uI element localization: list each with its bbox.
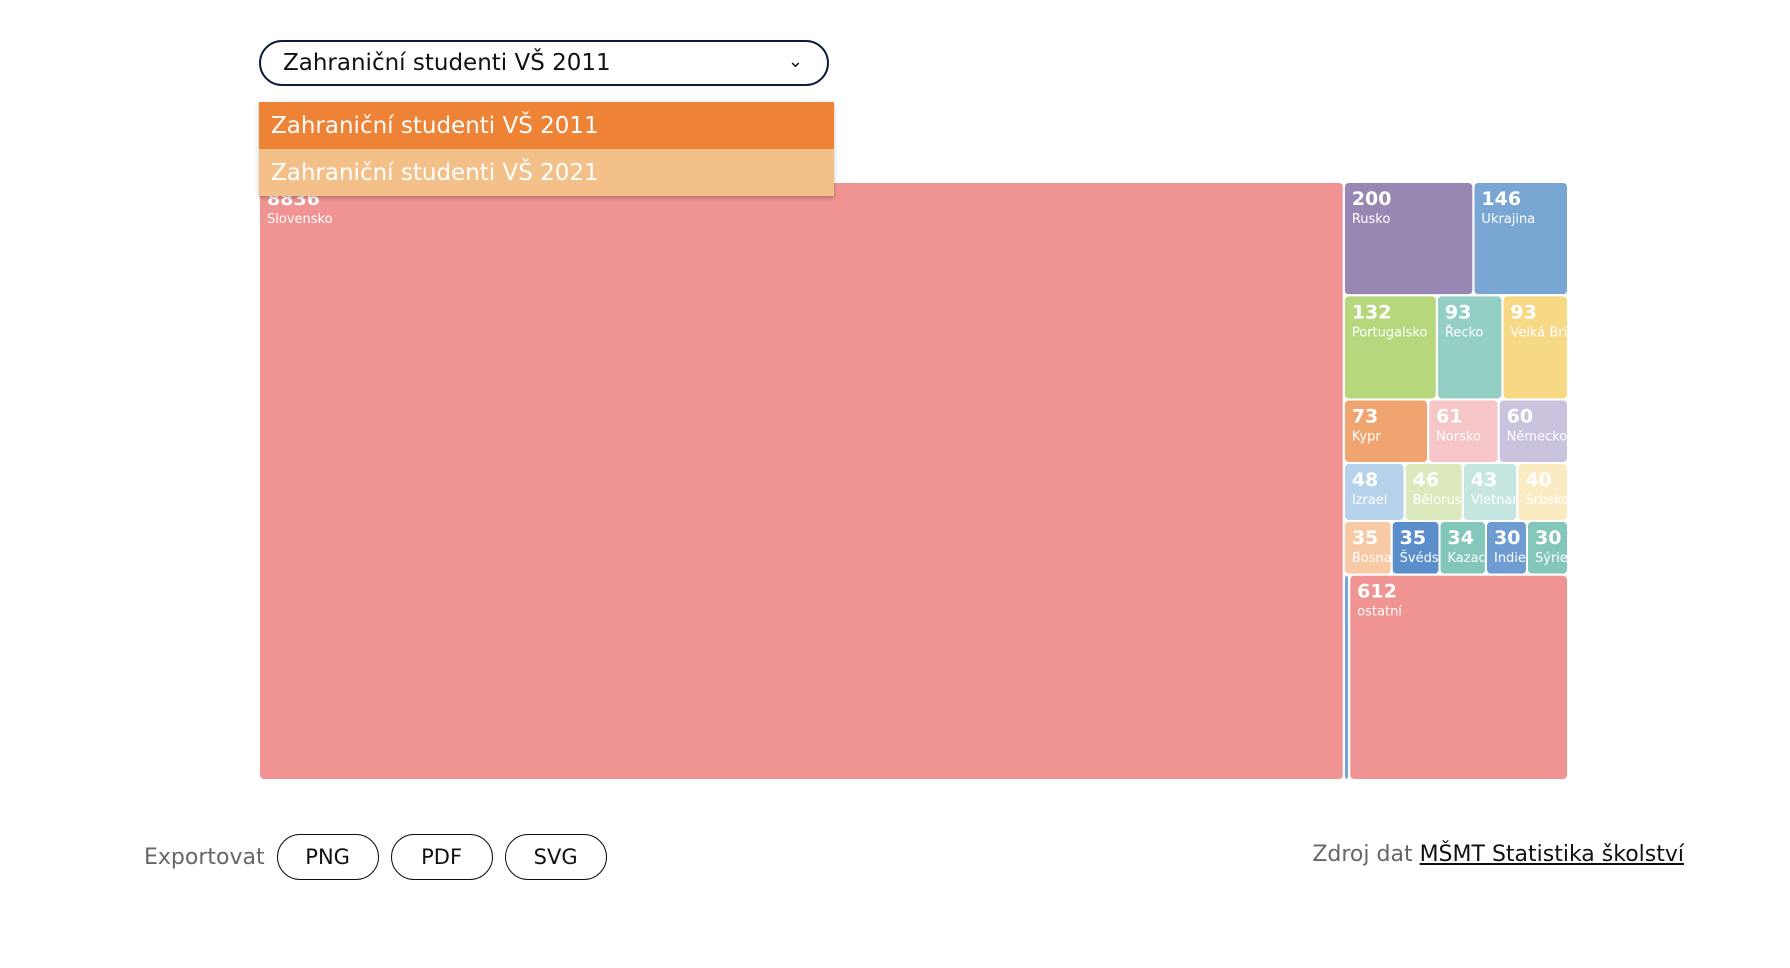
cell: 48 Izrael <box>1344 463 1404 520</box>
cell-value: 93 <box>1510 301 1536 323</box>
cell-value: 46 <box>1413 469 1439 491</box>
cell-label: Slovensko <box>267 212 333 227</box>
cell-value: 61 <box>1436 405 1462 427</box>
cell: 40 Srbsko <box>1518 463 1569 520</box>
cell-rect <box>1437 296 1502 399</box>
cell-label: Portugalsko <box>1352 325 1428 340</box>
cell: 61 Norsko <box>1429 400 1498 462</box>
cell <box>1344 575 1349 779</box>
cell-value: 93 <box>1445 301 1471 323</box>
cell-rect <box>1503 296 1567 399</box>
cell-label: Izrael <box>1352 493 1388 508</box>
cell: 30 Indie <box>1486 521 1526 574</box>
cell-label: Velká Británie <box>1510 325 1600 340</box>
cell-rect <box>1344 296 1436 399</box>
option[interactable]: Zahraniční studenti VŠ 2011 <box>259 102 834 149</box>
cell: 93 Velká Británie <box>1503 296 1600 399</box>
select-value: Zahraniční studenti VŠ 2011 <box>283 50 611 76</box>
option[interactable]: Zahraniční studenti VŠ 2021 <box>259 149 834 196</box>
cell-value: 612 <box>1357 581 1397 603</box>
cell-label: Bosna a Hercegovina <box>1352 551 1490 566</box>
cell-value: 48 <box>1352 469 1378 491</box>
source-link[interactable]: MŠMT Statistika školství <box>1419 842 1684 867</box>
cell-value: 30 <box>1535 527 1561 549</box>
cell-label: Srbsko <box>1525 493 1569 508</box>
cell-value: 132 <box>1352 301 1392 323</box>
cell-rect <box>1474 183 1567 295</box>
cell-value: 73 <box>1352 405 1378 427</box>
cell-rect <box>1344 463 1404 520</box>
cell-value: 35 <box>1400 527 1426 549</box>
cell-value: 30 <box>1494 527 1520 549</box>
cell-rect <box>1405 463 1462 520</box>
cell-rect <box>1499 400 1567 462</box>
cell-label: Norsko <box>1436 429 1481 444</box>
cell-value: 60 <box>1507 405 1533 427</box>
cell: 132 Portugalsko <box>1344 296 1436 399</box>
cell-label: Bělorusko <box>1413 493 1477 508</box>
cell-rect <box>1344 183 1473 295</box>
export-button[interactable]: PDF <box>390 834 493 880</box>
cell-rect <box>1350 575 1567 780</box>
cell-label: Řecko <box>1445 324 1484 340</box>
cell-label: Vietnam <box>1471 493 1525 508</box>
cell-label: Indie <box>1494 551 1526 566</box>
dropdown-options: Zahraniční studenti VŠ 2011 Zahraniční s… <box>259 102 834 196</box>
cell: 46 Bělorusko <box>1405 463 1477 520</box>
dataset-select[interactable]: Zahraniční studenti VŠ 2011 ⌄ <box>259 40 829 86</box>
cell: 43 Vietnam <box>1463 463 1525 520</box>
cell-label: Švédsko <box>1400 550 1454 566</box>
chevron: ⌄ <box>787 51 803 72</box>
cell-rect <box>1486 521 1526 574</box>
cell-rect <box>1344 521 1391 574</box>
cell-value: 35 <box>1352 527 1378 549</box>
cell: 60 Německo <box>1499 400 1568 462</box>
cell-label: Kypr <box>1352 429 1382 444</box>
cell-value: 146 <box>1481 188 1521 210</box>
cell-value: 34 <box>1448 527 1474 549</box>
cell-label: ostatní <box>1357 605 1402 620</box>
cell: 73 Kypr <box>1344 400 1428 462</box>
cell: 200 Rusko <box>1344 183 1473 295</box>
cell-rect <box>1463 463 1517 520</box>
cell-rect <box>1392 521 1439 574</box>
cell-label: Sýrie <box>1535 551 1568 566</box>
export-bar: Exportovat PNG PDF SVG <box>144 834 607 880</box>
cell-value: 200 <box>1352 188 1392 210</box>
cell-label: Německo <box>1507 429 1568 444</box>
export-button[interactable]: SVG <box>504 834 607 880</box>
source: Zdroj dat MŠMT Statistika školství <box>1312 842 1684 867</box>
cell-rect <box>1429 400 1498 462</box>
cell: 146 Ukrajina <box>1474 183 1567 295</box>
export-label: Exportovat <box>144 844 265 870</box>
cell: 34 Kazachstán <box>1440 521 1523 574</box>
cell-value: 40 <box>1525 469 1551 491</box>
cell-value: 43 <box>1471 469 1497 491</box>
cell-rect <box>1344 400 1428 462</box>
cell-rect <box>1440 521 1485 574</box>
cell: 35 Bosna a Hercegovina <box>1344 521 1490 574</box>
export-button[interactable]: PNG <box>276 834 379 880</box>
cell: 612 ostatní <box>1350 575 1567 780</box>
cell-label: Ukrajina <box>1481 212 1535 227</box>
cell-rect <box>1527 521 1567 574</box>
source-label: Zdroj dat <box>1312 842 1413 867</box>
cell-rect <box>1518 463 1567 520</box>
cell-label: Rusko <box>1352 212 1391 227</box>
cell: 30 Sýrie <box>1527 521 1568 574</box>
cell-rect <box>1344 575 1349 779</box>
cell-rect <box>260 183 1343 779</box>
cell-label: Kazachstán <box>1448 551 1523 566</box>
